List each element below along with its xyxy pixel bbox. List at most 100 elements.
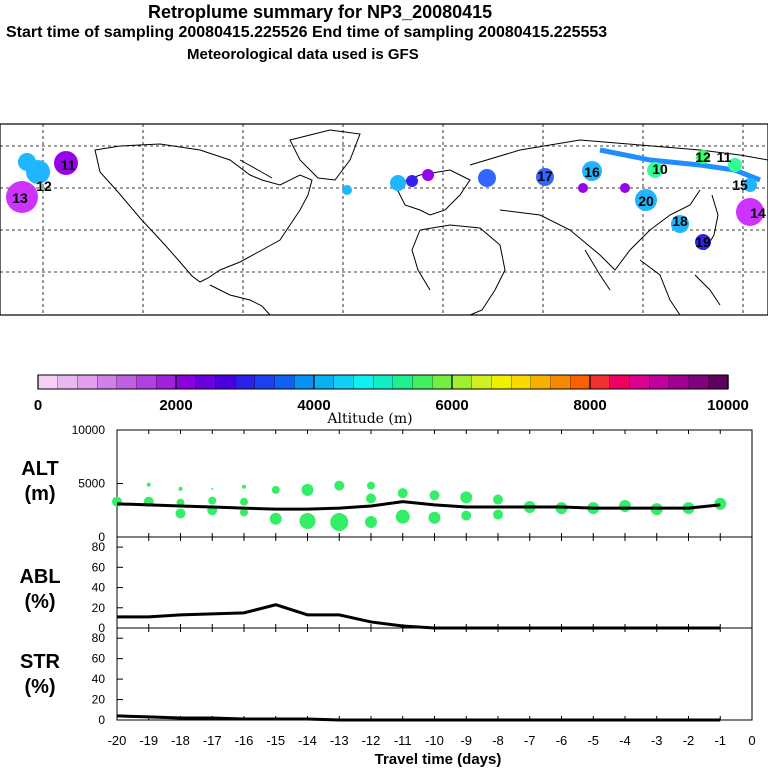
altitude-point bbox=[714, 497, 727, 510]
coastlines bbox=[94, 129, 768, 316]
y-tick-label: 80 bbox=[92, 631, 106, 645]
colorbar-swatch bbox=[570, 374, 591, 390]
colorbar-swatch bbox=[510, 374, 532, 390]
marker-label: 20 bbox=[638, 193, 654, 209]
y-tick-label: 40 bbox=[92, 672, 106, 686]
marker-label: 11 bbox=[61, 157, 76, 173]
colorbar-swatch bbox=[648, 374, 670, 390]
colorbar-swatch bbox=[491, 374, 512, 390]
y-tick-label: 80 bbox=[92, 540, 106, 554]
panel-unit: (%) bbox=[24, 676, 55, 698]
panel-label: ALT bbox=[21, 458, 58, 480]
altitude-point bbox=[269, 512, 282, 525]
x-tick-label: -19 bbox=[139, 733, 158, 748]
y-tick-label: 0 bbox=[98, 621, 105, 635]
x-tick-label: -4 bbox=[619, 733, 631, 748]
map-frame bbox=[0, 123, 768, 316]
altitude-point bbox=[429, 490, 440, 501]
altitude-point bbox=[619, 499, 631, 512]
x-tick-label: -14 bbox=[298, 733, 317, 748]
colorbar-swatch bbox=[96, 374, 118, 390]
panel-frame bbox=[116, 627, 753, 721]
marker bbox=[478, 169, 496, 187]
panel-unit: (m) bbox=[24, 483, 55, 505]
colorbar-swatch bbox=[372, 374, 394, 390]
altitude-point bbox=[271, 485, 280, 494]
plume-markers bbox=[6, 150, 764, 250]
marker bbox=[647, 162, 663, 178]
altitude-point bbox=[428, 511, 441, 524]
colorbar-swatch bbox=[254, 374, 276, 390]
panel-alt: 10000 5000 0 ALT (m) bbox=[21, 423, 753, 544]
series-line bbox=[116, 714, 721, 722]
y-tick-label: 40 bbox=[92, 581, 106, 595]
colorbar-swatch bbox=[234, 374, 256, 390]
altitude-point bbox=[242, 484, 246, 489]
altitude-point bbox=[460, 491, 473, 504]
altitude-point bbox=[334, 480, 345, 491]
colorbar-tick-label: 0 bbox=[34, 397, 42, 414]
x-tick-label: -17 bbox=[203, 733, 222, 748]
x-axis-title: Travel time (days) bbox=[375, 751, 502, 768]
x-tick-label: -5 bbox=[587, 733, 599, 748]
x-tick-label: -18 bbox=[171, 733, 190, 748]
altitude-point bbox=[208, 496, 217, 505]
altitude-point bbox=[299, 512, 316, 529]
panel-label: STR bbox=[20, 651, 61, 673]
altitude-point bbox=[211, 487, 214, 490]
altitude-point bbox=[175, 508, 186, 519]
colorbar-tick-label: 6000 bbox=[435, 397, 468, 414]
panel-str: 80 60 40 20 0 STR (%) bbox=[20, 627, 753, 727]
marker-label: 12 bbox=[36, 178, 52, 194]
colorbar-swatch bbox=[451, 374, 473, 390]
altitude-point bbox=[301, 483, 314, 496]
marker bbox=[406, 175, 418, 187]
colorbar-tick-label: 8000 bbox=[573, 397, 606, 414]
marker bbox=[695, 234, 711, 250]
marker bbox=[390, 175, 406, 191]
colorbar-swatch bbox=[274, 374, 295, 390]
y-tick-label: 5000 bbox=[78, 477, 105, 491]
series-line bbox=[116, 500, 721, 511]
y-tick-label: 60 bbox=[92, 652, 106, 666]
colorbar-tick-label: 10000 bbox=[707, 397, 749, 414]
colorbar-swatch bbox=[77, 374, 98, 390]
colorbar-swatch bbox=[688, 374, 709, 390]
colorbar-swatch bbox=[589, 374, 611, 390]
marker-label: 11 bbox=[717, 149, 732, 165]
x-tick-label: -20 bbox=[108, 733, 127, 748]
marker-label: 14 bbox=[750, 205, 766, 221]
colorbar-swatch bbox=[471, 374, 493, 390]
panel-unit: (%) bbox=[24, 591, 55, 613]
colorbar-swatches bbox=[37, 374, 729, 390]
time-series-panels: 10000 5000 0 ALT (m) 80 60 40 20 0 ABL (%) 80 60 40 20 0… bbox=[19, 423, 755, 768]
series-line bbox=[117, 603, 721, 630]
colorbar-swatch bbox=[629, 374, 650, 390]
colorbar-swatch bbox=[215, 374, 236, 390]
x-tick-label: -15 bbox=[266, 733, 285, 748]
marker bbox=[671, 215, 689, 233]
chart-title: Retroplume summary for NP3_20080415 bbox=[148, 2, 493, 22]
colorbar-swatch bbox=[175, 374, 197, 390]
altitude-point bbox=[395, 509, 410, 524]
met-data-note: Meteorological data used is GFS bbox=[187, 46, 419, 63]
altitude-point bbox=[366, 493, 376, 504]
retroplume-track bbox=[599, 147, 761, 183]
marker-label: 10 bbox=[652, 161, 668, 177]
y-tick-label: 0 bbox=[98, 713, 105, 727]
altitude-point bbox=[461, 510, 472, 521]
x-tick-label: 0 bbox=[748, 733, 755, 748]
altitude-point bbox=[240, 497, 248, 506]
altitude-point bbox=[178, 486, 183, 491]
marker-label: 18 bbox=[672, 213, 688, 229]
colorbar-swatch bbox=[668, 374, 690, 390]
panel-label: ABL bbox=[19, 566, 60, 588]
marker bbox=[728, 158, 742, 172]
x-tick-label: -6 bbox=[556, 733, 568, 748]
colorbar-swatch bbox=[57, 374, 79, 390]
y-tick-label: 20 bbox=[92, 601, 106, 615]
marker bbox=[635, 189, 657, 211]
